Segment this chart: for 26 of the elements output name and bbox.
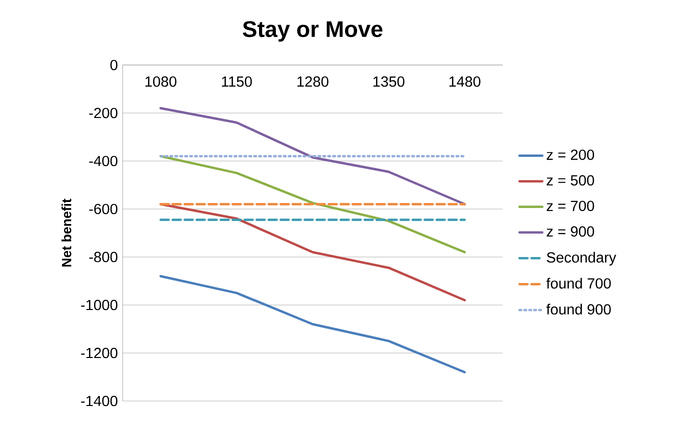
y-tick-label: -1000 <box>81 300 118 310</box>
y-axis-title: Net benefit <box>62 198 72 267</box>
x-tick-label: 1280 <box>297 76 328 87</box>
line-series <box>159 202 466 302</box>
legend-label: z = 900 <box>546 226 594 237</box>
x-tick-label: 1150 <box>222 76 252 87</box>
y-tick-label: -600 <box>89 204 118 214</box>
legend-label: Secondary <box>546 252 616 266</box>
legend-label: found 700 <box>546 278 611 289</box>
legend-label: z = 700 <box>546 200 594 212</box>
y-tick-label: -1200 <box>81 348 118 358</box>
y-tick-label: 0 <box>110 60 118 70</box>
chart-title: Stay or Move <box>242 21 382 42</box>
y-tick-label: -800 <box>89 252 118 262</box>
x-tick-label: 1480 <box>449 76 480 87</box>
y-tick-label: -1400 <box>81 396 118 406</box>
line-series <box>159 154 466 254</box>
y-tick-label: -200 <box>89 108 118 118</box>
x-tick-label: 1080 <box>145 76 176 87</box>
line-series <box>159 274 466 374</box>
line-series <box>159 106 466 206</box>
legend-label: z = 200 <box>546 150 594 160</box>
y-tick-label: -400 <box>89 156 118 166</box>
legend-label: z = 500 <box>546 175 594 186</box>
x-tick-label: 1350 <box>373 76 404 87</box>
legend-label: found 900 <box>546 304 611 315</box>
